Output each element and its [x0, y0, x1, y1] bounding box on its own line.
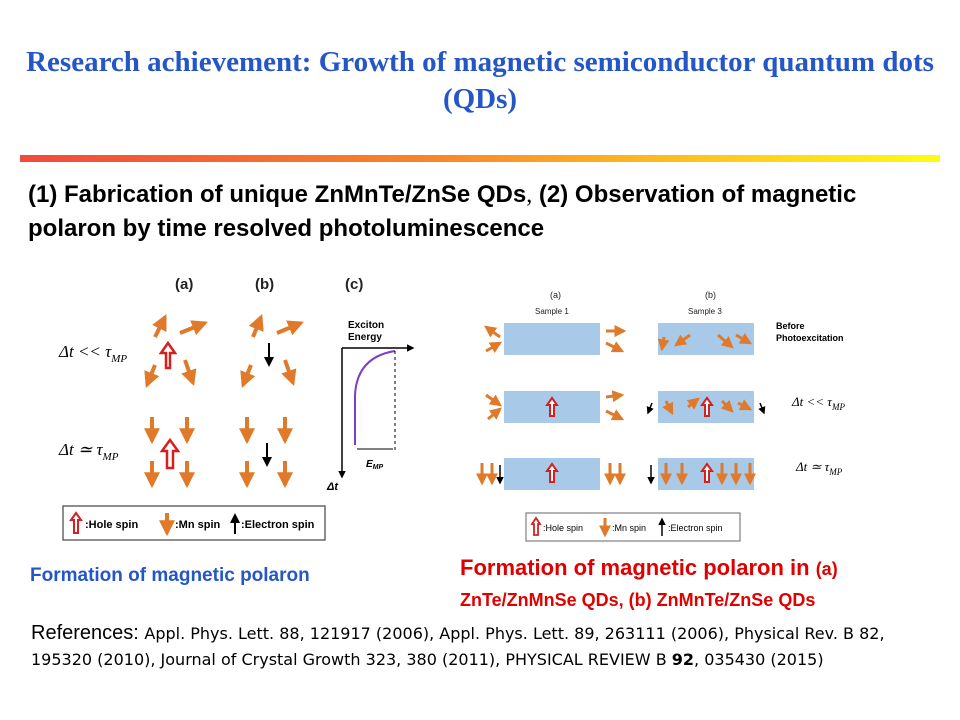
left-a-row2-hole-spin: [159, 437, 181, 470]
right-row1-spins: [484, 325, 753, 353]
references-text1: Appl. Phys. Lett. 88, 121917 (2006), App…: [31, 624, 885, 669]
caption-right-line2: ZnTe/ZnMnSe QDs, (b) ZnMnTe/ZnSe QDs: [460, 590, 816, 610]
right-before-1: Before: [776, 321, 805, 331]
legend-hole-icon: [69, 511, 83, 534]
right-legend-electron: :Electron spin: [668, 523, 723, 533]
left-a-row1-spins: [144, 314, 208, 388]
right-row2-hole-a: [545, 396, 559, 417]
right-row2-label: Δt << τMP: [791, 394, 845, 412]
left-row2-label: Δt ≃ τMP: [58, 440, 119, 463]
right-row2-spins: [485, 390, 753, 421]
right-row2-hole-b: [700, 396, 714, 417]
slide-title: Research achievement: Growth of magnetic…: [26, 46, 934, 115]
right-panel-b-label: (b): [705, 290, 716, 300]
left-panel-a-label: (a): [175, 276, 193, 293]
references-text2: , 035430 (2015): [694, 650, 824, 669]
left-c-energy-curve: [354, 350, 396, 445]
right-panel-b-sample: Sample 3: [688, 307, 722, 316]
right-legend-hole: :Hole spin: [543, 523, 583, 533]
subtitle-separator: ,: [526, 182, 533, 208]
slide-subtitle: (1) Fabrication of unique ZnMnTe/ZnSe QD…: [28, 178, 948, 246]
right-row2-electron-left: [646, 402, 654, 415]
right-row3-label: Δt ≃ τMP: [795, 459, 843, 477]
right-row3-hole-b: [700, 462, 714, 483]
references: References: Appl. Phys. Lett. 88, 121917…: [31, 620, 931, 673]
right-figure: (a) Sample 1 (b) Sample 3 Before Photoex…: [476, 290, 845, 542]
left-b-row2-spins: [239, 417, 293, 489]
right-row2-electron-right: [758, 402, 766, 415]
right-panel-a-label: (a): [550, 290, 561, 300]
left-figure: (a) (b) (c) Δt << τMP Δt ≃ τMP Exciton E…: [58, 276, 415, 541]
left-legend: :Hole spin :Mn spin :Electron spin: [62, 505, 326, 541]
title-divider: [20, 155, 940, 162]
left-panel-c-label: (c): [345, 276, 363, 293]
right-qd-bars: [504, 323, 754, 490]
right-legend-mn: :Mn spin: [612, 523, 646, 533]
caption-left: Formation of magnetic polaron: [30, 565, 310, 586]
left-panel-b-label: (b): [255, 276, 274, 293]
caption-right-small: (a): [815, 559, 838, 579]
left-a-row2-spins: [144, 417, 195, 489]
right-row3-hole-a: [545, 462, 559, 483]
left-legend-electron: :Electron spin: [241, 519, 315, 531]
left-row1-label: Δt << τMP: [58, 342, 127, 365]
right-panel-a-sample: Sample 1: [535, 307, 569, 316]
left-c-axes: [338, 344, 415, 479]
caption-right-line1: Formation of magnetic polaron in (a): [460, 554, 838, 583]
subtitle-part1: (1) Fabrication of unique ZnMnTe/ZnSe QD…: [28, 181, 527, 208]
right-legend-hole-icon: [530, 516, 542, 536]
left-c-ylabel-2: Energy: [348, 332, 382, 343]
left-c-ylabel-1: Exciton: [348, 320, 384, 331]
caption-right-main: Formation of magnetic polaron in: [460, 555, 816, 580]
left-c-xlabel: Δt: [326, 481, 339, 493]
left-legend-hole: :Hole spin: [85, 519, 138, 531]
subtitle-part2: (2) Observation of magnetic polaron by t…: [28, 181, 857, 242]
left-legend-mn: :Mn spin: [175, 519, 220, 531]
references-lead: References:: [31, 622, 145, 644]
left-a-row1-hole-spin: [158, 340, 178, 370]
right-legend: :Hole spin :Mn spin :Electron spin: [525, 512, 741, 542]
right-before-2: Photoexcitation: [776, 333, 844, 343]
left-c-emp-label: EMP: [366, 459, 384, 471]
references-bold: 92: [671, 650, 695, 669]
left-b-row1-spins: [240, 314, 304, 388]
right-row3-spins: [476, 463, 756, 486]
